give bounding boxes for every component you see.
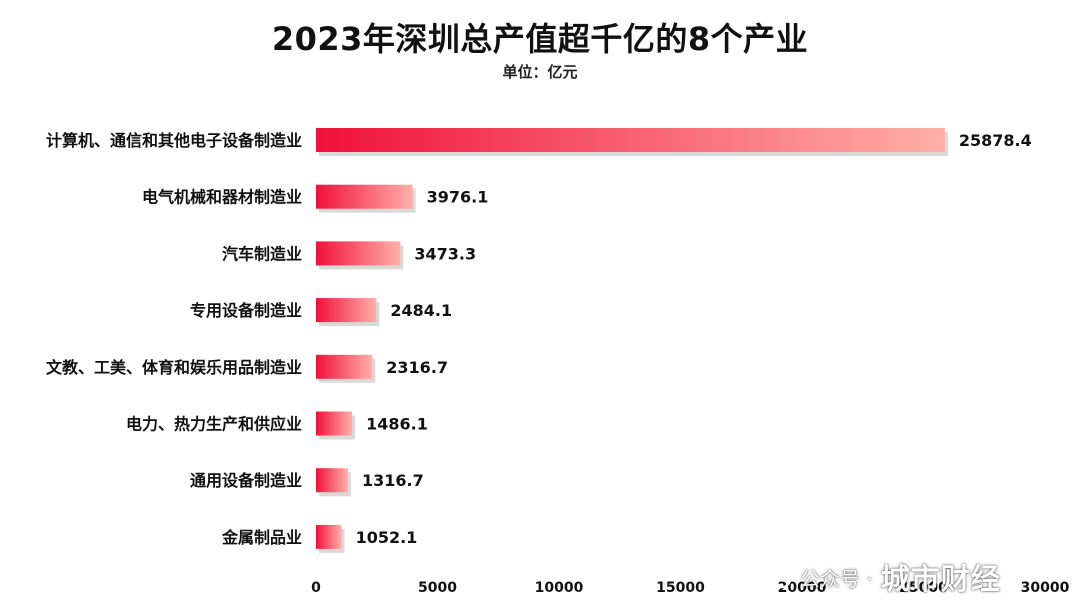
category-label: 专用设备制造业 <box>190 301 302 320</box>
data-label: 1052.1 <box>356 528 418 547</box>
bar <box>316 241 401 266</box>
data-label: 3473.3 <box>414 244 476 263</box>
x-tick-label: 0 <box>311 580 321 596</box>
data-label: 1316.7 <box>362 471 424 490</box>
x-tick-label: 30000 <box>1021 580 1070 596</box>
bars-layer: 计算机、通信和其他电子设备制造业 25878.4 电气机械和器材制造业 3976.1 汽… <box>46 128 1070 596</box>
bar <box>316 354 373 379</box>
x-tick-label: 20000 <box>778 580 827 596</box>
data-label: 1486.1 <box>366 415 428 434</box>
data-label: 2484.1 <box>390 301 452 320</box>
data-label: 2316.7 <box>386 358 448 377</box>
data-label: 3976.1 <box>427 188 489 207</box>
category-label: 电力、热力生产和供应业 <box>126 415 302 434</box>
bar <box>316 298 377 323</box>
category-label: 金属制品业 <box>221 528 302 547</box>
watermark-label: 公众号 · <box>800 566 873 591</box>
x-tick-label: 5000 <box>418 580 457 596</box>
category-label: 电气机械和器材制造业 <box>142 188 302 207</box>
bar <box>316 184 413 209</box>
watermark-name: 城市财经 <box>880 562 1001 596</box>
bar <box>316 128 945 152</box>
watermark: 公众号 · 城市财经 <box>756 560 1001 596</box>
bar <box>316 411 353 436</box>
category-label: 汽车制造业 <box>222 244 302 263</box>
x-tick-label: 10000 <box>535 580 584 596</box>
chart-title: 2023年深圳总产值超千亿的8个产业 <box>271 20 809 58</box>
category-label: 文教、工美、体育和娱乐用品制造业 <box>46 358 302 377</box>
category-label: 计算机、通信和其他电子设备制造业 <box>46 131 302 150</box>
bar <box>316 524 342 549</box>
x-tick-label: 15000 <box>656 580 705 596</box>
x-tick-label: 25000 <box>899 580 948 596</box>
category-label: 通用设备制造业 <box>190 471 302 490</box>
data-label: 25878.4 <box>959 131 1032 150</box>
chart-subtitle: 单位：亿元 <box>502 63 578 81</box>
wechat-icon <box>756 563 791 590</box>
bar <box>316 468 348 493</box>
